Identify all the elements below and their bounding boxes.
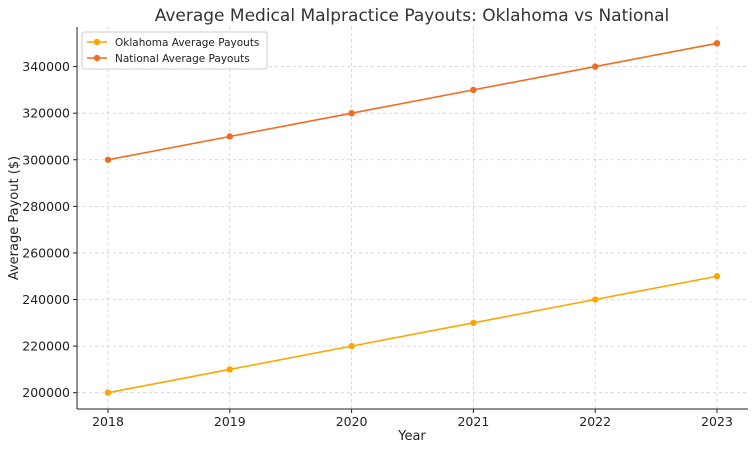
x-tick-label: 2020 xyxy=(336,414,368,429)
legend: Oklahoma Average Payouts National Average… xyxy=(81,31,268,70)
y-tick-label: 320000 xyxy=(22,106,70,121)
y-tick-label: 260000 xyxy=(22,245,70,260)
x-tick-label: 2022 xyxy=(579,414,611,429)
y-tick-label: 220000 xyxy=(22,339,70,354)
series xyxy=(104,40,721,396)
y-axis-title: Average Payout ($) xyxy=(7,156,22,280)
y-tick-label: 340000 xyxy=(22,59,70,74)
series-line xyxy=(107,275,718,394)
x-tick-label: 2021 xyxy=(457,414,489,429)
x-tick-label: 2023 xyxy=(701,414,733,429)
axes xyxy=(76,27,748,410)
legend-label: National Average Payouts xyxy=(115,53,250,65)
data-point xyxy=(226,366,233,373)
grid xyxy=(77,27,748,409)
legend-swatch-marker xyxy=(93,38,101,46)
series-line xyxy=(107,42,718,161)
data-point xyxy=(713,273,721,280)
series-2 xyxy=(104,40,721,163)
y-tick-label: 280000 xyxy=(22,199,70,214)
data-point xyxy=(104,156,112,163)
series-1 xyxy=(104,273,721,396)
legend-item: National Average Payouts xyxy=(87,53,250,65)
data-point xyxy=(226,133,233,140)
data-point xyxy=(104,389,112,396)
legend-label: Oklahoma Average Payouts xyxy=(115,37,259,49)
data-point xyxy=(592,296,599,303)
data-point xyxy=(470,86,477,94)
data-point xyxy=(348,342,355,350)
legend-item: Oklahoma Average Payouts xyxy=(87,37,259,49)
ticks: 2018 2019 2020 2021 2022 2023 200000 220000 2400… xyxy=(22,59,733,429)
chart-title: Average Medical Malpractice Payouts: Okl… xyxy=(155,6,670,26)
legend-box xyxy=(81,31,268,70)
x-tick-label: 2019 xyxy=(214,414,246,429)
y-tick-label: 200000 xyxy=(22,385,70,400)
data-point xyxy=(713,40,721,47)
legend-swatch-marker xyxy=(93,54,101,62)
data-point xyxy=(592,63,599,70)
data-point xyxy=(348,109,355,117)
x-axis-title: Year xyxy=(397,429,426,444)
x-tick-label: 2018 xyxy=(92,414,124,429)
y-tick-label: 300000 xyxy=(22,152,70,167)
y-tick-label: 240000 xyxy=(22,292,70,307)
data-point xyxy=(470,319,477,327)
